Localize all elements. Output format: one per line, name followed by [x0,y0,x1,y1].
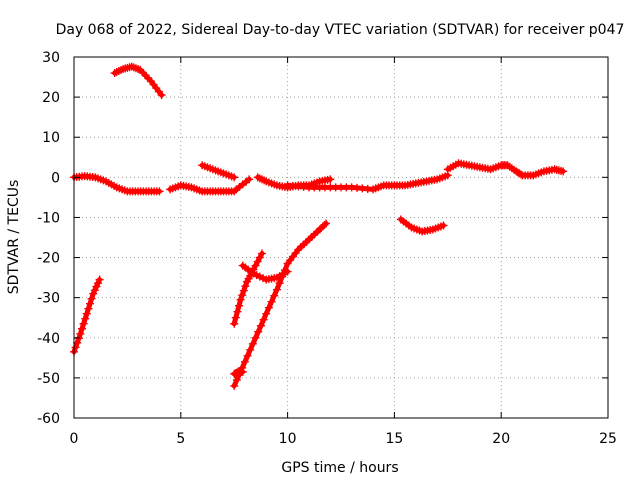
x-tick-label: 10 [279,431,297,447]
data-point [254,327,263,336]
x-tick-label: 5 [176,431,185,447]
y-tick-label: -40 [37,331,60,347]
data-point [439,221,448,230]
data-point [95,275,104,284]
chart-title: Day 068 of 2022, Sidereal Day-to-day VTE… [56,22,625,38]
series-arc-baseline-4 [283,171,452,194]
x-tick-label: 25 [599,431,617,447]
data-point [232,375,241,384]
y-tick-label: 10 [42,130,60,146]
data-point [235,301,244,310]
series-arc-low-start [70,275,104,356]
series-arc-high-start [110,62,166,100]
data-point [230,381,239,390]
data-point [256,321,265,330]
data-point [255,253,264,262]
data-point [231,313,240,322]
data-point [239,286,248,295]
data-point [89,289,98,298]
data-point [246,345,255,354]
data-point [248,339,257,348]
data-point [86,299,95,308]
data-point [245,175,254,184]
data-point [559,167,568,176]
x-axis-label: GPS time / hours [281,460,398,476]
data-point [259,315,268,324]
data-point [87,294,96,303]
data-point [326,175,335,184]
data-point [233,307,242,316]
data-point [270,291,279,300]
chart-ticks: 0 5 10 15 20 25 -60 -50 -40 -30 -20 -10 0 10 20 30 [37,50,617,447]
data-point [275,279,284,288]
data-point [322,219,331,228]
data-point [262,309,271,318]
data-point [257,249,266,258]
data-point [76,329,85,338]
data-point [238,367,247,376]
x-tick-label: 0 [70,431,79,447]
chart-series [70,62,568,390]
data-point [240,357,249,366]
data-point [251,333,260,342]
plot-frame [73,56,609,419]
data-point [78,324,87,333]
data-point [81,314,90,323]
data-point [82,309,91,318]
series-arc-baseline-2 [166,181,239,196]
data-point [241,282,250,291]
series-arc-short-2 [232,175,254,194]
data-point [71,343,80,352]
series-arc-low-mid-3 [238,261,292,284]
series-arc-mid-dip [396,215,448,236]
data-point [283,267,292,276]
data-point [74,334,83,343]
data-point [92,282,101,291]
data-point [238,291,247,300]
x-tick-label: 15 [385,431,403,447]
y-tick-label: -50 [37,371,60,387]
data-point [253,257,262,266]
data-point [79,319,88,328]
y-tick-label: 30 [42,50,60,66]
data-point [90,286,99,295]
data-point [155,187,164,196]
data-point [267,297,276,306]
series-arc-low-mid-2 [230,249,266,328]
data-point [272,285,281,294]
data-point [251,261,260,270]
data-point [320,220,329,229]
y-axis-label: SDTVAR / TECUs [6,180,22,295]
data-point [94,279,103,288]
y-tick-label: 0 [51,170,60,186]
data-point [230,173,239,182]
y-tick-label: -30 [37,291,60,307]
series-arc-short-1 [198,161,239,182]
data-point [73,338,82,347]
data-point [84,304,93,313]
series-arc-low-mid-4 [230,367,247,378]
data-point [230,319,239,328]
data-point [243,351,252,360]
data-point [264,303,273,312]
data-point [516,170,525,179]
series-arc-high-mid [443,159,568,180]
data-point [236,295,245,304]
y-tick-label: -10 [37,210,60,226]
y-tick-label: -60 [37,411,60,427]
data-point [157,91,166,100]
y-tick-label: -20 [37,251,60,267]
x-tick-label: 20 [492,431,510,447]
series-arc-baseline-1 [70,172,164,196]
y-tick-label: 20 [42,90,60,106]
